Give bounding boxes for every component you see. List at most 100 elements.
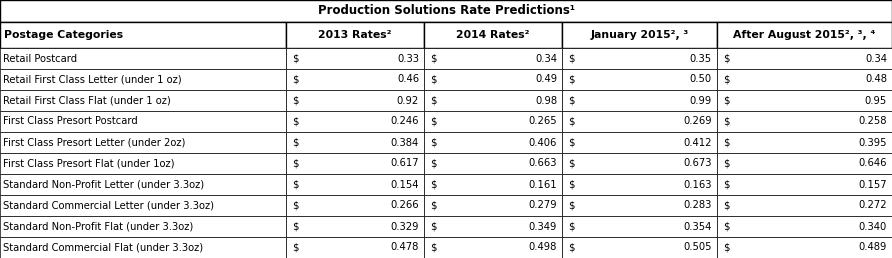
Text: 0.269: 0.269 <box>683 117 712 126</box>
Bar <box>0 195 286 216</box>
Bar <box>424 90 562 111</box>
Bar <box>717 195 892 216</box>
Bar <box>286 48 424 69</box>
Text: $: $ <box>568 138 574 148</box>
Text: $: $ <box>292 138 299 148</box>
Text: 0.161: 0.161 <box>528 180 557 189</box>
Bar <box>286 216 424 237</box>
Bar <box>717 22 892 48</box>
Bar <box>424 237 562 258</box>
Bar <box>0 153 286 174</box>
Text: Standard Commercial Flat (under 3.3oz): Standard Commercial Flat (under 3.3oz) <box>3 243 203 253</box>
Text: 0.406: 0.406 <box>529 138 557 148</box>
Text: $: $ <box>292 222 299 231</box>
Bar <box>424 216 562 237</box>
Text: Production Solutions Rate Predictions¹: Production Solutions Rate Predictions¹ <box>318 4 574 18</box>
Text: 0.35: 0.35 <box>690 53 712 63</box>
Bar <box>0 69 286 90</box>
Text: 2014 Rates²: 2014 Rates² <box>456 30 530 40</box>
Bar <box>562 237 717 258</box>
Bar <box>717 153 892 174</box>
Text: Retail Postcard: Retail Postcard <box>3 53 77 63</box>
Bar <box>562 174 717 195</box>
Text: $: $ <box>430 222 436 231</box>
Text: 0.48: 0.48 <box>865 75 887 85</box>
Text: 0.265: 0.265 <box>528 117 557 126</box>
Bar <box>0 48 286 69</box>
Text: 0.92: 0.92 <box>397 95 419 106</box>
Text: $: $ <box>568 243 574 253</box>
Text: $: $ <box>292 95 299 106</box>
Text: 0.99: 0.99 <box>690 95 712 106</box>
Text: 2013 Rates²: 2013 Rates² <box>318 30 392 40</box>
Text: 0.272: 0.272 <box>858 200 887 211</box>
Bar <box>717 237 892 258</box>
Bar <box>0 22 286 48</box>
Text: $: $ <box>292 180 299 189</box>
Text: Standard Commercial Letter (under 3.3oz): Standard Commercial Letter (under 3.3oz) <box>3 200 214 211</box>
Text: 0.33: 0.33 <box>397 53 419 63</box>
Text: 0.673: 0.673 <box>683 158 712 168</box>
Text: 0.384: 0.384 <box>391 138 419 148</box>
Text: 0.163: 0.163 <box>683 180 712 189</box>
Text: $: $ <box>723 158 730 168</box>
Text: After August 2015², ³, ⁴: After August 2015², ³, ⁴ <box>733 30 876 40</box>
Text: $: $ <box>292 158 299 168</box>
Text: $: $ <box>430 158 436 168</box>
Text: January 2015², ³: January 2015², ³ <box>591 30 689 40</box>
Bar <box>286 69 424 90</box>
Text: 0.505: 0.505 <box>683 243 712 253</box>
Bar <box>562 195 717 216</box>
Text: $: $ <box>430 53 436 63</box>
Bar <box>562 111 717 132</box>
Text: $: $ <box>292 117 299 126</box>
Text: $: $ <box>568 75 574 85</box>
Bar <box>424 69 562 90</box>
Text: 0.46: 0.46 <box>397 75 419 85</box>
Text: $: $ <box>568 95 574 106</box>
Text: 0.98: 0.98 <box>535 95 557 106</box>
Text: 0.340: 0.340 <box>859 222 887 231</box>
Bar <box>0 0 892 22</box>
Text: First Class Presort Flat (under 1oz): First Class Presort Flat (under 1oz) <box>3 158 175 168</box>
Text: $: $ <box>430 117 436 126</box>
Text: $: $ <box>568 200 574 211</box>
Text: Retail First Class Flat (under 1 oz): Retail First Class Flat (under 1 oz) <box>3 95 170 106</box>
Text: $: $ <box>292 200 299 211</box>
Bar <box>424 22 562 48</box>
Text: 0.50: 0.50 <box>690 75 712 85</box>
Bar <box>0 90 286 111</box>
Text: 0.95: 0.95 <box>864 95 887 106</box>
Bar <box>717 69 892 90</box>
Bar <box>562 48 717 69</box>
Bar <box>562 22 717 48</box>
Bar <box>562 153 717 174</box>
Bar <box>424 174 562 195</box>
Bar <box>424 48 562 69</box>
Text: 0.498: 0.498 <box>529 243 557 253</box>
Text: $: $ <box>723 117 730 126</box>
Text: $: $ <box>430 138 436 148</box>
Bar <box>0 216 286 237</box>
Text: $: $ <box>430 75 436 85</box>
Bar <box>717 132 892 153</box>
Text: 0.266: 0.266 <box>391 200 419 211</box>
Text: $: $ <box>292 75 299 85</box>
Text: 0.478: 0.478 <box>391 243 419 253</box>
Bar <box>717 216 892 237</box>
Text: $: $ <box>723 243 730 253</box>
Text: 0.246: 0.246 <box>391 117 419 126</box>
Text: $: $ <box>723 180 730 189</box>
Bar <box>286 195 424 216</box>
Text: 0.34: 0.34 <box>865 53 887 63</box>
Text: $: $ <box>568 53 574 63</box>
Bar <box>562 90 717 111</box>
Text: $: $ <box>430 180 436 189</box>
Text: $: $ <box>430 200 436 211</box>
Bar <box>424 195 562 216</box>
Bar <box>286 132 424 153</box>
Text: 0.283: 0.283 <box>683 200 712 211</box>
Bar <box>0 237 286 258</box>
Text: First Class Presort Letter (under 2oz): First Class Presort Letter (under 2oz) <box>3 138 186 148</box>
Text: 0.646: 0.646 <box>858 158 887 168</box>
